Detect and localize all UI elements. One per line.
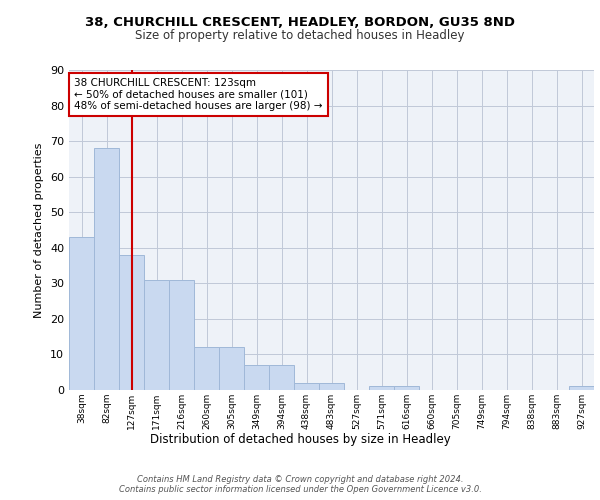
Bar: [119, 255, 144, 390]
Bar: [319, 383, 344, 390]
Bar: [569, 386, 594, 390]
Bar: [194, 348, 219, 390]
Text: 38 CHURCHILL CRESCENT: 123sqm
← 50% of detached houses are smaller (101)
48% of : 38 CHURCHILL CRESCENT: 123sqm ← 50% of d…: [74, 78, 323, 111]
Bar: [244, 365, 269, 390]
Text: 38, CHURCHILL CRESCENT, HEADLEY, BORDON, GU35 8ND: 38, CHURCHILL CRESCENT, HEADLEY, BORDON,…: [85, 16, 515, 30]
Bar: [144, 280, 169, 390]
Text: Size of property relative to detached houses in Headley: Size of property relative to detached ho…: [135, 29, 465, 42]
Bar: [394, 386, 419, 390]
Y-axis label: Number of detached properties: Number of detached properties: [34, 142, 44, 318]
Bar: [369, 386, 394, 390]
Bar: [269, 365, 294, 390]
Text: Contains HM Land Registry data © Crown copyright and database right 2024.
Contai: Contains HM Land Registry data © Crown c…: [119, 474, 481, 494]
Bar: [69, 237, 94, 390]
Text: Distribution of detached houses by size in Headley: Distribution of detached houses by size …: [149, 432, 451, 446]
Bar: [94, 148, 119, 390]
Bar: [169, 280, 194, 390]
Bar: [219, 348, 244, 390]
Bar: [294, 383, 319, 390]
